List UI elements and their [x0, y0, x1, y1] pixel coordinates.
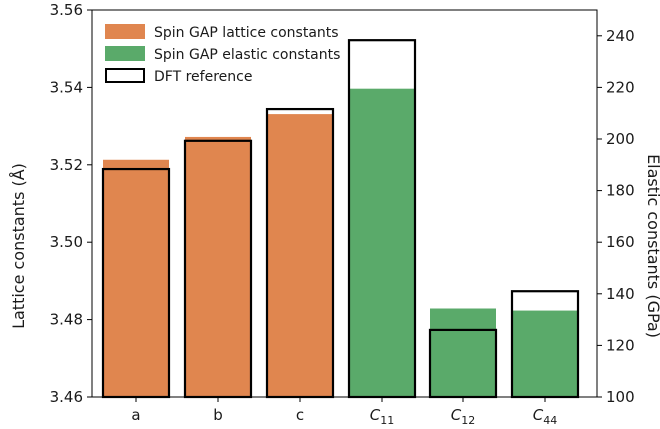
legend-label-lattice: Spin GAP lattice constants [154, 25, 339, 41]
x-axis-ticks: a b c C11 C12 C44 [131, 397, 557, 427]
legend-label-dft: DFT reference [154, 69, 252, 85]
legend-label-elastic: Spin GAP elastic constants [154, 47, 340, 63]
bar-lattice-2 [267, 114, 333, 397]
left-tick-label: 3.52 [50, 156, 83, 174]
right-tick-label: 200 [606, 130, 635, 148]
left-tick-label: 3.46 [50, 388, 83, 406]
right-tick-label: 100 [606, 388, 635, 406]
right-tick-label: 180 [606, 182, 635, 200]
x-tick-label: C11 [370, 406, 394, 427]
bars-layer [101, 39, 580, 399]
legend-swatch-elastic [105, 46, 145, 61]
left-tick-label: 3.50 [50, 233, 83, 251]
bar-lattice-1 [185, 136, 251, 397]
bar-elastic-4 [430, 308, 496, 397]
x-tick-label: C44 [533, 406, 557, 427]
right-axis-ticks: 100 120 140 160 180 200 220 240 [597, 27, 635, 406]
axes-frame [91, 9, 598, 398]
right-tick-label: 240 [606, 27, 635, 45]
x-tick-label: b [213, 406, 223, 424]
bar-lattice-0 [103, 159, 169, 397]
left-tick-label: 3.48 [50, 311, 83, 329]
right-axis-title: Elastic constants (GPa) [644, 154, 660, 338]
x-tick-label: C12 [451, 406, 475, 427]
left-axis-ticks: 3.46 3.48 3.50 3.52 3.54 3.56 [50, 1, 92, 406]
x-tick-label: a [131, 406, 140, 424]
left-axis-title: Lattice constants (Å) [9, 163, 28, 329]
legend-swatch-lattice [105, 24, 145, 39]
x-tick-label: c [296, 406, 304, 424]
right-tick-label: 120 [606, 336, 635, 354]
right-tick-label: 160 [606, 233, 635, 251]
bar-elastic-5 [512, 310, 578, 397]
legend-swatch-dft [105, 68, 145, 83]
left-tick-label: 3.56 [50, 1, 83, 19]
legend: Spin GAP lattice constants Spin GAP elas… [105, 24, 340, 85]
right-tick-label: 220 [606, 78, 635, 96]
left-tick-label: 3.54 [50, 78, 83, 96]
bar-elastic-3 [349, 88, 415, 397]
right-tick-label: 140 [606, 285, 635, 303]
plot-frame [91, 9, 598, 398]
